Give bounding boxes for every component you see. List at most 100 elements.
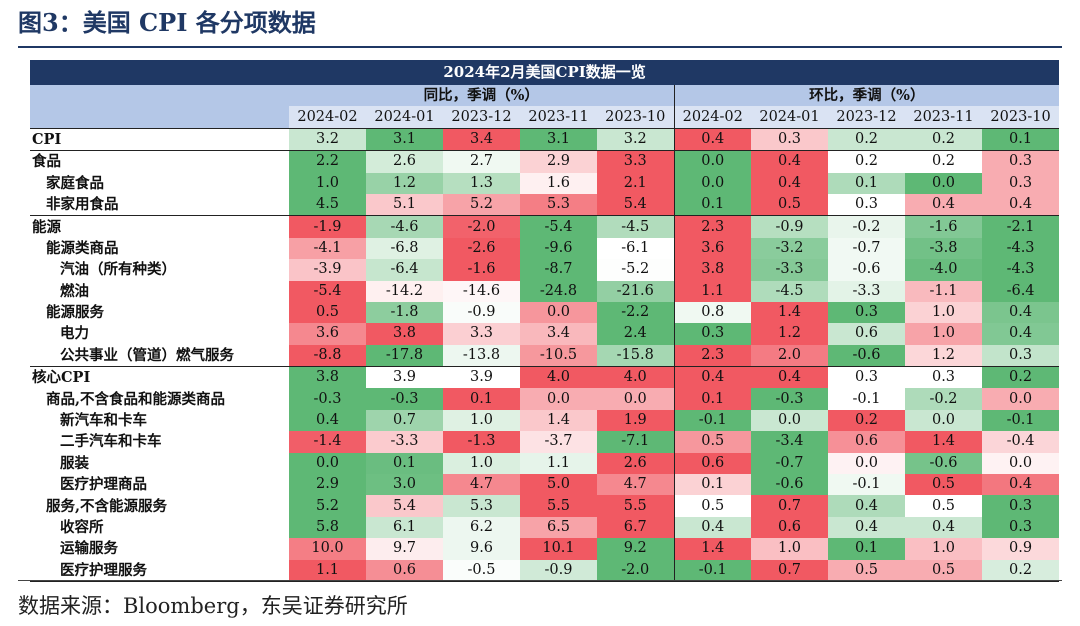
- data-cell: -0.3: [751, 388, 828, 410]
- column-header: 2024-02: [289, 106, 366, 129]
- data-cell: 5.0: [520, 474, 597, 496]
- data-cell: -3.4: [751, 431, 828, 453]
- data-cell: 3.2: [597, 127, 674, 151]
- data-cell: -0.5: [443, 559, 520, 582]
- data-cell: 2.6: [597, 452, 674, 475]
- data-cell: 0.1: [366, 452, 443, 475]
- data-cell: 3.8: [289, 366, 366, 389]
- row-label: 汽油（所有种类）: [60, 261, 176, 279]
- table-row: 运输服务 10.0 9.7 9.6 10.1 9.2 1.4 1.0 0.1 1.0 0.9: [30, 538, 1060, 560]
- data-cell: 3.0: [366, 474, 443, 496]
- data-cell: 0.4: [982, 301, 1060, 324]
- column-header: 2023-12: [443, 106, 520, 129]
- title-rule: [18, 46, 1062, 48]
- data-cell: 0.4: [289, 409, 366, 432]
- data-cell: -1.6: [905, 215, 982, 238]
- data-cell: -5.2: [597, 259, 674, 281]
- data-cell: 0.2: [828, 409, 905, 432]
- table-row: 能源服务 0.5 -1.8 -0.9 0.0 -2.2 0.8 1.4 0.3 1.0 0.4: [30, 301, 1060, 324]
- data-cell: 0.0: [982, 388, 1060, 410]
- data-cell: 0.5: [673, 495, 751, 517]
- data-cell: 1.0: [751, 538, 828, 560]
- data-cell: -3.8: [905, 237, 982, 260]
- data-cell: -0.6: [751, 474, 828, 496]
- data-cell: 1.9: [597, 409, 674, 432]
- column-header: 2023-10: [982, 106, 1060, 129]
- data-cell: 10.0: [289, 538, 366, 560]
- data-cell: 0.3: [828, 193, 905, 216]
- header-blank: [30, 85, 289, 107]
- column-header: 2023-11: [905, 106, 982, 129]
- data-cell: 1.2: [366, 172, 443, 194]
- data-cell: 1.1: [673, 280, 751, 302]
- table-row: CPI 3.2 3.1 3.4 3.1 3.2 0.4 0.3 0.2 0.2 0.1: [30, 127, 1060, 151]
- data-cell: 0.4: [982, 193, 1060, 216]
- data-cell: -0.1: [673, 409, 751, 432]
- table-row: 能源类商品 -4.1 -6.8 -2.6 -9.6 -6.1 3.6 -3.2 -0.7 -3.8…: [30, 237, 1060, 260]
- data-cell: -6.1: [597, 237, 674, 260]
- data-cell: 0.4: [905, 516, 982, 539]
- data-cell: 0.5: [905, 559, 982, 582]
- data-cell: -2.1: [982, 215, 1060, 238]
- data-cell: 1.0: [905, 301, 982, 324]
- data-cell: -3.3: [828, 280, 905, 302]
- row-label: 二手汽车和卡车: [60, 433, 162, 451]
- data-cell: 0.3: [982, 516, 1060, 539]
- data-cell: 0.2: [982, 559, 1060, 582]
- data-cell: 0.1: [443, 388, 520, 410]
- data-cell: -4.1: [289, 237, 366, 260]
- data-cell: 5.4: [597, 193, 674, 216]
- data-cell: -6.4: [366, 259, 443, 281]
- data-cell: -4.5: [751, 280, 828, 302]
- data-cell: 5.2: [289, 495, 366, 517]
- table-row: 医疗护理服务 1.1 0.6 -0.5 -0.9 -2.0 -0.1 0.7 0.5 0.5 0.2: [30, 559, 1060, 582]
- table-row: 汽油（所有种类） -3.9 -6.4 -1.6 -8.7 -5.2 3.8 -3.3 -0.6-…: [30, 259, 1060, 281]
- data-cell: 0.6: [366, 559, 443, 582]
- data-cell: -3.3: [366, 431, 443, 453]
- data-cell: -0.6: [828, 344, 905, 367]
- data-cell: 6.7: [597, 516, 674, 539]
- data-cell: 0.0: [520, 388, 597, 410]
- data-cell: 2.3: [673, 215, 751, 238]
- data-cell: 0.4: [751, 172, 828, 194]
- data-cell: -0.1: [828, 388, 905, 410]
- data-cell: -8.8: [289, 344, 366, 367]
- data-cell: -0.4: [982, 431, 1060, 453]
- data-cell: 0.3: [828, 366, 905, 389]
- data-cell: -0.9: [443, 301, 520, 324]
- column-header: 2023-11: [520, 106, 597, 129]
- table-row: 公共事业（管道）燃气服务 -8.8 -17.8 -13.8 -10.5 -15.8 2.3 2…: [30, 344, 1060, 367]
- data-cell: 9.7: [366, 538, 443, 560]
- data-cell: 0.4: [673, 366, 751, 389]
- data-cell: -10.5: [520, 344, 597, 367]
- data-cell: 5.8: [289, 516, 366, 539]
- data-cell: 1.3: [443, 172, 520, 194]
- data-cell: 0.0: [597, 388, 674, 410]
- data-cell: 3.3: [597, 150, 674, 173]
- data-cell: 0.5: [673, 431, 751, 453]
- data-cell: -1.4: [289, 431, 366, 453]
- table-row: 二手汽车和卡车 -1.4 -3.3 -1.3 -3.7 -7.1 0.5 -3.4 0.6 1.4…: [30, 431, 1060, 453]
- data-cell: 0.5: [289, 301, 366, 324]
- data-cell: 4.7: [597, 474, 674, 496]
- data-cell: 1.4: [673, 538, 751, 560]
- data-cell: 2.1: [597, 172, 674, 194]
- data-cell: 0.3: [982, 150, 1060, 173]
- data-cell: -1.9: [289, 215, 366, 238]
- data-cell: 0.1: [673, 474, 751, 496]
- data-cell: 2.0: [751, 344, 828, 367]
- table-row: 能源 -1.9 -4.6 -2.0 -5.4 -4.5 2.3 -0.9 -0.2 -1.6 -2.…: [30, 215, 1060, 238]
- data-cell: 5.5: [597, 495, 674, 517]
- data-cell: 0.4: [905, 193, 982, 216]
- table-row: 核心CPI 3.8 3.9 3.9 4.0 4.0 0.4 0.4 0.3 0.3 0.2: [30, 366, 1060, 389]
- data-cell: 0.0: [905, 172, 982, 194]
- data-cell: -0.6: [905, 452, 982, 475]
- data-cell: 1.4: [751, 301, 828, 324]
- row-label: CPI: [30, 127, 289, 151]
- data-cell: -0.2: [905, 388, 982, 410]
- data-cell: -4.0: [905, 259, 982, 281]
- data-cell: 5.5: [520, 495, 597, 517]
- data-cell: -0.9: [751, 215, 828, 238]
- data-cell: -0.2: [828, 215, 905, 238]
- table-row: 新汽车和卡车 0.4 0.7 1.0 1.4 1.9 -0.1 0.0 0.2 0.0 -0.1: [30, 409, 1060, 432]
